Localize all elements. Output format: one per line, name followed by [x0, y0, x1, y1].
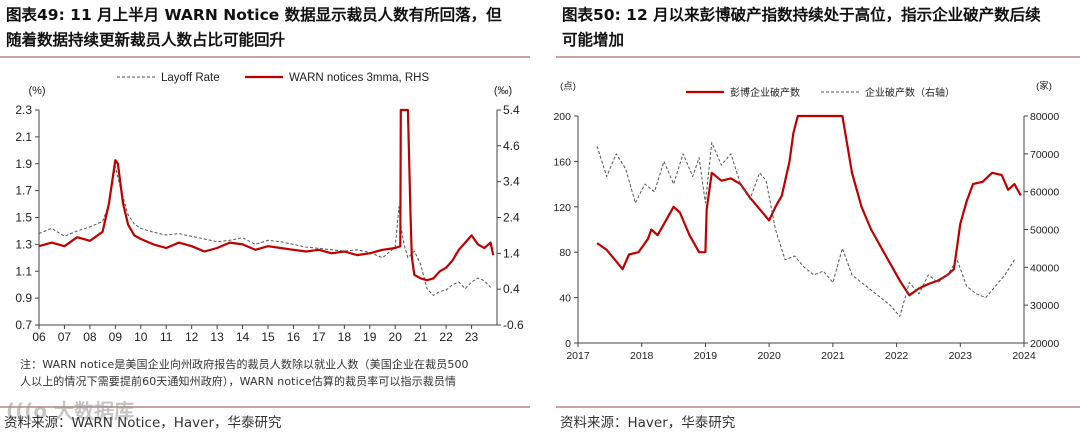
bankruptcy-chart: 200 160 120 80 40 0 80000 70000 60000 50000 40000 3… [553, 80, 1059, 362]
x-tick-label: 2024 [1012, 350, 1036, 362]
series-line-solid [596, 114, 1022, 297]
chart-title-line1: 图表49: 11 月上半月 WARN Notice 数据显示裁员人数有所回落，但 [6, 6, 502, 24]
series-line-solid [38, 108, 495, 282]
y-tick-label-right: 20000 [1030, 338, 1059, 350]
y-tick-label-right: 50000 [1030, 225, 1059, 237]
watermark-logo: (((o 大数据库 [6, 399, 135, 423]
legend-label: WARN notices 3mma, RHS [289, 72, 429, 84]
series-line-dashed [596, 142, 1015, 317]
y-tick-label-right: 1.4 [503, 246, 520, 260]
x-tick-label: 22 [439, 330, 453, 344]
y-tick-label-left: 0 [565, 338, 571, 350]
bottom-rule [0, 406, 530, 408]
chart-title: 图表49: 11 月上半月 WARN Notice 数据显示裁员人数有所回落，但… [6, 3, 502, 53]
y-tick-label-left: 1.3 [15, 237, 32, 251]
x-tick-label: 2022 [885, 350, 909, 362]
x-tick-label: 19 [363, 330, 377, 344]
x-tick-label: 11 [160, 330, 173, 344]
x-tick-label: 18 [338, 330, 352, 344]
chart-title-line2: 随着数据持续更新裁员人数占比可能回升 [6, 31, 286, 49]
y-tick-label-right: 30000 [1030, 300, 1059, 312]
x-tick-label: 09 [109, 330, 123, 344]
x-tick-label: 2018 [630, 350, 654, 362]
x-tick-label: 16 [287, 330, 301, 344]
x-tick-label: 07 [58, 330, 72, 344]
y-tick-label-left: 0.9 [15, 291, 32, 305]
y-tick-label-right: 3.4 [503, 175, 520, 189]
chart-note-line1: 注：WARN notice是美国企业向州政府报告的裁员人数除以就业人数（美国企业… [20, 358, 469, 371]
x-tick-label: 17 [312, 330, 326, 344]
legend-label: 彭博企业破产数 [730, 86, 800, 99]
y-unit-right: (家) [1036, 80, 1052, 92]
chart-note-line2: 人以上的情况下需要提前60天通知州政府），WARN notice估算的裁员率可以… [20, 375, 457, 388]
x-tick-label: 08 [83, 330, 97, 344]
y-tick-label-left: 160 [553, 156, 571, 168]
chart-title-line2: 可能增加 [562, 31, 625, 49]
chart-title-line1: 图表50: 12 月以来彭博破产指数持续处于高位，指示企业破产数后续 [562, 6, 1041, 24]
y-tick-label-right: -0.6 [503, 318, 524, 332]
bottom-rule [556, 406, 1080, 408]
chart-title: 图表50: 12 月以来彭博破产指数持续处于高位，指示企业破产数后续 可能增加 [562, 3, 1041, 53]
title-rule [556, 56, 1080, 58]
layoff-chart: 2.3 2.1 1.9 1.7 1.5 1.3 1.1 0.9 0.7 5.4 4.6 3.4 2.4 1… [15, 72, 524, 344]
legend-label: Layoff Rate [161, 72, 220, 84]
y-unit-left: (%) [28, 85, 45, 97]
right-panel: 图表50: 12 月以来彭博破产指数持续处于高位，指示企业破产数后续 可能增加 … [553, 0, 1080, 434]
source-text: 资料来源：Haver，华泰研究 [560, 415, 736, 431]
y-tick-label-left: 40 [559, 293, 571, 305]
x-tick-label: 2023 [949, 350, 973, 362]
y-tick-label-right: 5.4 [503, 103, 520, 117]
x-tick-label: 06 [32, 330, 46, 344]
x-tick-label: 2020 [757, 350, 781, 362]
x-tick-label: 12 [185, 330, 199, 344]
x-tick-label: 14 [236, 330, 250, 344]
x-tick-label: 2017 [566, 350, 590, 362]
left-panel: 图表49: 11 月上半月 WARN Notice 数据显示裁员人数有所回落，但… [0, 0, 530, 434]
x-tick-label: 20 [389, 330, 403, 344]
y-tick-label-left: 1.1 [15, 264, 32, 278]
x-tick-label: 15 [261, 330, 275, 344]
y-unit-left: (点) [560, 81, 576, 92]
y-tick-label-left: 1.7 [15, 184, 32, 198]
series-line-dashed [38, 165, 491, 296]
y-tick-label-left: 120 [553, 202, 571, 214]
x-tick-label: 10 [134, 330, 148, 344]
y-tick-label-right: 0.4 [503, 282, 520, 296]
y-tick-label-right: 40000 [1030, 262, 1059, 274]
x-tick-label: 2019 [694, 350, 718, 362]
y-tick-label-right: 60000 [1030, 187, 1059, 199]
title-rule [0, 56, 530, 58]
y-tick-label-right: 70000 [1030, 149, 1059, 161]
x-tick-label: 2021 [821, 350, 845, 362]
y-tick-label-left: 1.9 [15, 157, 32, 171]
x-tick-label: 13 [210, 330, 224, 344]
y-tick-label-left: 200 [553, 111, 571, 123]
y-tick-label-left: 2.3 [15, 103, 32, 117]
y-unit-right: (‰) [494, 85, 512, 97]
y-tick-label-left: 2.1 [15, 130, 32, 144]
y-tick-label-right: 4.6 [503, 139, 520, 153]
source-text: 资料来源：WARN Notice，Haver，华泰研究 [4, 415, 282, 431]
y-tick-label-left: 0.7 [15, 318, 32, 332]
x-tick-label: 23 [465, 330, 479, 344]
legend-label: 企业破产数（右轴） [865, 86, 955, 99]
y-tick-label-left: 1.5 [15, 211, 32, 225]
y-tick-label-right: 80000 [1030, 111, 1059, 123]
y-tick-label-left: 80 [559, 247, 571, 259]
y-tick-label-right: 2.4 [503, 211, 520, 225]
x-tick-label: 21 [414, 330, 428, 344]
